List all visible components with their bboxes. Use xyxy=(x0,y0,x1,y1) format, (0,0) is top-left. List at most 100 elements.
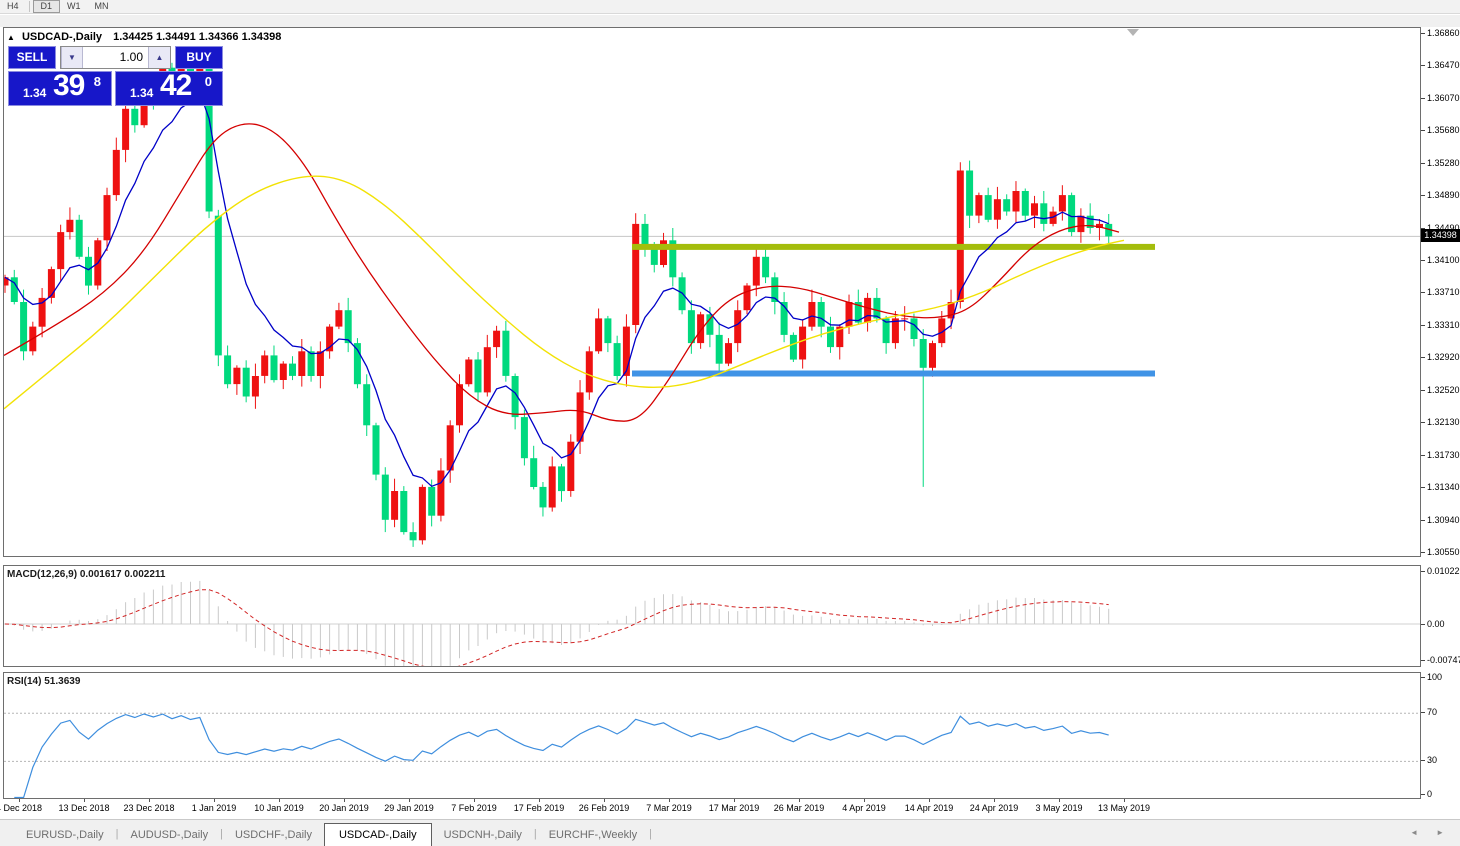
price-axis-label: 1.36860 xyxy=(1427,28,1460,38)
chart-tab-usdchf[interactable]: USDCHF-,Daily xyxy=(234,829,312,841)
axis-tick xyxy=(1421,519,1425,521)
axis-tick xyxy=(1421,33,1425,34)
ohlc-high: 1.34491 xyxy=(155,31,196,43)
sell-price-point: 8 xyxy=(93,74,101,89)
timeframe-button-d1[interactable]: D1 xyxy=(32,0,61,13)
chart-symbol: USDCAD-,Daily xyxy=(21,31,103,43)
date-tick xyxy=(19,799,20,802)
chart-tab-eurusd[interactable]: EURUSD-,Daily xyxy=(26,829,104,841)
rsi-value: 51.3639 xyxy=(44,676,81,687)
date-tick xyxy=(669,799,670,802)
date-tick xyxy=(929,799,930,802)
price-axis-label: 1.33710 xyxy=(1427,286,1460,297)
chart-tab-bar: EURUSD-,Daily | AUDUSD-,Daily | USDCHF-,Dail… xyxy=(0,819,1460,846)
volume-stepper: ▼ 1.00 ▲ xyxy=(60,46,171,69)
date-tick xyxy=(149,799,150,802)
tab-separator: | xyxy=(533,828,537,840)
tabs-scroll-right-icon[interactable]: ► xyxy=(1436,828,1444,837)
sell-price-pips: 39 xyxy=(53,69,85,102)
date-tick xyxy=(864,799,865,802)
price-axis-label: 1.31340 xyxy=(1427,481,1460,492)
macd-axis-label: 0.00 xyxy=(1427,619,1445,629)
buy-price-pips: 42 xyxy=(160,69,192,102)
price-axis-label: 1.32130 xyxy=(1427,416,1460,427)
axis-tick xyxy=(1421,660,1425,661)
axis-tick xyxy=(1421,677,1425,678)
tab-separator: | xyxy=(220,828,223,840)
axis-tick xyxy=(1421,162,1425,164)
chart-tab-usdcad[interactable]: USDCAD-,Daily xyxy=(323,823,432,846)
timeframe-button-mn[interactable]: MN xyxy=(94,1,109,11)
price-axis-label: 1.36070 xyxy=(1427,92,1460,103)
timeframe-toolbar: H4 D1 W1 MN xyxy=(0,0,1460,14)
tabs-scroll-left-icon[interactable]: ◄ xyxy=(1410,828,1419,837)
date-tick xyxy=(474,799,475,802)
rsi-axis-label: 0 xyxy=(1427,789,1433,799)
price-chart-pane[interactable] xyxy=(3,27,1421,557)
date-axis-label: 7 Feb 2019 xyxy=(451,803,497,813)
current-price-tag: 1.34398 xyxy=(1421,229,1460,243)
date-tick xyxy=(409,799,410,802)
one-click-trade-panel: SELL ▼ 1.00 ▲ BUY 1.34 39 8 1.34 42 0 xyxy=(8,46,223,106)
chart-tab-audusd[interactable]: AUDUSD-,Daily xyxy=(130,829,209,841)
toolbar-spacer xyxy=(0,15,1460,27)
timeframe-button-h4[interactable]: H4 xyxy=(7,1,19,11)
volume-decrease-icon[interactable]: ▼ xyxy=(61,47,83,68)
date-axis: 4 Dec 2018 13 Dec 2018 23 Dec 2018 1 Jan 20… xyxy=(0,799,1460,819)
price-axis-label: 1.35680 xyxy=(1427,124,1460,135)
chart-shift-marker-icon[interactable] xyxy=(1127,29,1139,36)
buy-price-base: 1.34 xyxy=(130,86,154,100)
date-tick xyxy=(539,799,540,802)
date-tick xyxy=(994,799,995,802)
price-axis-label: 1.34490 xyxy=(1427,222,1460,233)
timeframe-button-w1[interactable]: W1 xyxy=(67,1,81,11)
price-axis-label: 1.36470 xyxy=(1427,60,1460,71)
date-axis-label: 7 Mar 2019 xyxy=(646,803,692,813)
buy-price-quote[interactable]: 1.34 42 0 xyxy=(115,69,223,106)
date-tick xyxy=(279,799,280,802)
volume-increase-icon[interactable]: ▲ xyxy=(148,47,170,68)
date-axis-label: 23 Dec 2018 xyxy=(123,803,175,813)
chart-tab-usdcnh[interactable]: USDCNH-,Daily xyxy=(443,829,522,841)
date-tick xyxy=(734,799,735,802)
macd-axis-label: 0.010229 xyxy=(1427,566,1460,576)
volume-input[interactable]: 1.00 xyxy=(119,50,143,64)
rsi-axis-label: 100 xyxy=(1427,672,1443,682)
price-axis-label: 1.33310 xyxy=(1427,319,1460,330)
date-tick xyxy=(344,799,345,802)
date-tick xyxy=(799,799,800,802)
date-axis-label: 29 Jan 2019 xyxy=(384,803,434,813)
date-axis-label: 24 Apr 2019 xyxy=(969,803,1019,813)
price-axis-label: 1.34100 xyxy=(1427,254,1460,265)
macd-indicator-pane[interactable] xyxy=(3,565,1421,667)
axis-tick xyxy=(1421,389,1425,391)
buy-price-point: 0 xyxy=(204,74,212,89)
axis-tick xyxy=(1421,760,1425,761)
date-axis-label: 4 Dec 2018 xyxy=(0,803,43,813)
date-axis-label: 26 Feb 2019 xyxy=(578,803,630,813)
axis-tick xyxy=(1421,65,1425,67)
buy-button[interactable]: BUY xyxy=(175,46,223,69)
chart-tab-eurchf[interactable]: EURCHF-,Weekly xyxy=(548,829,638,841)
axis-tick xyxy=(1421,486,1425,488)
sell-button[interactable]: SELL xyxy=(8,46,56,69)
price-axis-label: 1.35280 xyxy=(1427,157,1460,168)
axis-tick xyxy=(1421,194,1425,196)
date-tick xyxy=(604,799,605,802)
axis-tick xyxy=(1421,794,1425,795)
axis-tick xyxy=(1421,454,1425,456)
collapse-panel-icon[interactable]: ▲ xyxy=(7,33,15,42)
date-axis-label: 10 Jan 2019 xyxy=(254,803,304,813)
tab-separator: | xyxy=(115,828,119,840)
price-axis-label: 1.34890 xyxy=(1427,189,1460,200)
price-axis-label: 1.30550 xyxy=(1427,546,1460,557)
sell-price-quote[interactable]: 1.34 39 8 xyxy=(8,69,112,106)
date-axis-label: 13 May 2019 xyxy=(1097,803,1151,813)
ohlc-low: 1.34366 xyxy=(198,31,239,43)
rsi-axis-label: 30 xyxy=(1427,755,1438,765)
chart-title: ▲ USDCAD-,Daily 1.34425 1.34491 1.34366 … xyxy=(7,31,281,43)
date-axis-label: 14 Apr 2019 xyxy=(904,803,954,813)
rsi-indicator-pane[interactable] xyxy=(3,672,1421,799)
axis-tick xyxy=(1421,97,1425,99)
